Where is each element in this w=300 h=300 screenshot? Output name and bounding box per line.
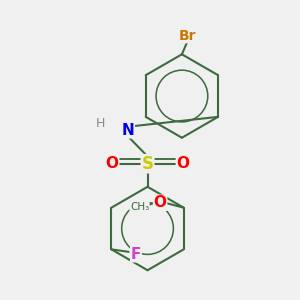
Text: O: O: [176, 156, 189, 171]
Text: CH₃: CH₃: [130, 202, 149, 212]
Text: H: H: [96, 116, 106, 130]
Text: S: S: [142, 155, 154, 173]
Text: O: O: [106, 156, 119, 171]
Text: N: N: [122, 123, 134, 138]
Text: Br: Br: [179, 29, 196, 43]
Text: O: O: [154, 195, 166, 210]
Text: F: F: [131, 247, 141, 262]
